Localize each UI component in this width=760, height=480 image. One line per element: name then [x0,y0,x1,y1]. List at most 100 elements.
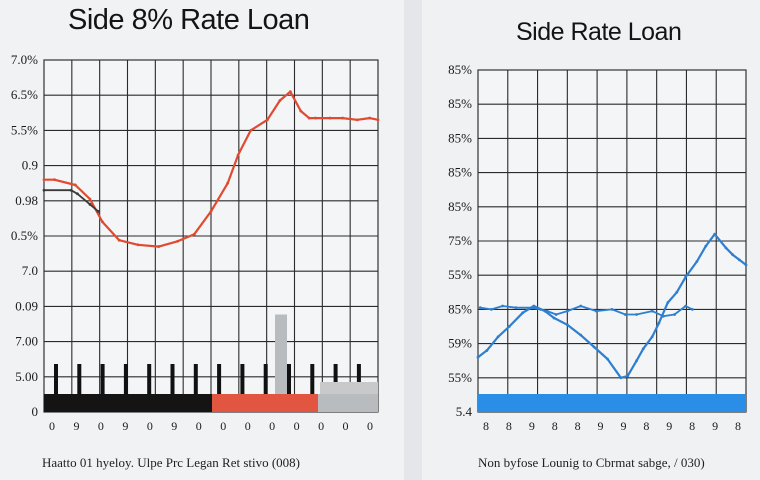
x-tick-label: 9 [122,419,128,433]
y-tick-label: 7.0 [22,263,38,278]
data-point [635,313,638,316]
data-point [507,325,511,328]
data-point [565,323,569,327]
right-chart-title: Side Rate Loan [516,18,682,46]
footer-band-black [44,394,212,412]
x-tick-label: 0 [269,419,275,433]
marker-bar [77,364,82,394]
data-point [695,260,699,263]
marker-bar [333,364,338,394]
data-point [53,178,56,182]
data-point [552,316,556,320]
y-tick-label: 0 [32,404,39,419]
x-tick-label: 8 [552,419,558,433]
x-tick-label: 9 [712,419,718,433]
left-chart-caption: Haatto 01 hyeloy. Ulpe Prc Legan Ret sti… [42,455,301,470]
data-point [249,129,253,132]
x-tick-label: 8 [575,419,581,433]
data-point [641,347,645,351]
data-point [490,308,493,311]
marker-bar [240,364,245,394]
data-point [684,275,688,279]
y-tick-label: 0.9 [22,158,38,173]
data-point [328,116,332,120]
y-tick-label: 85% [448,62,472,77]
data-point [626,374,630,378]
data-point [661,314,665,318]
data-point [713,232,717,236]
marker-bar [100,364,105,394]
x-tick-label: 9 [171,419,177,433]
y-tick-label: 85% [448,96,472,111]
data-point [355,118,359,122]
data-point [704,244,708,248]
data-point [117,238,121,242]
data-point [76,192,79,196]
right-chart: 85% 85% 85% 85% 85% 75% 55% 85% 59% 55% 5.4 8 8 9 8 8 9 9… [448,62,748,433]
x-tick-label: 0 [318,419,324,433]
data-point [278,99,282,102]
series-line-main [477,233,747,379]
left-chart-panel: Side 8% Rate Loan 7.0% 6.5% 5.5% 0.9 0.98 0.5… [10,4,380,470]
x-tick-label: 8 [506,419,512,433]
marker-bar [123,364,128,394]
data-point [744,263,748,267]
y-tick-label: 59% [448,336,472,351]
y-tick-label: 5.4 [456,404,473,419]
data-point [554,313,558,316]
y-tick-label: 0.5% [11,228,38,243]
data-point [673,313,676,316]
data-point [521,311,525,315]
y-tick-label: 6.5% [11,87,38,102]
data-point [624,313,627,316]
y-tick-label: 0.98 [15,193,38,208]
y-tick-label: 85% [448,301,472,316]
data-point [737,258,741,262]
data-point [478,306,482,310]
y-tick-label: 5.00 [15,369,38,384]
data-point [579,333,583,337]
data-point [635,359,638,363]
y-tick-label: 0.09 [15,298,38,313]
data-point [691,308,694,311]
data-point [539,308,542,311]
y-tick-label: 85% [448,130,472,145]
y-tick-label: 85% [448,165,472,180]
data-point [496,335,500,339]
data-point [69,188,73,192]
data-point [545,309,549,313]
x-tick-label: 0 [98,419,104,433]
y-tick-label: 7.00 [15,334,38,349]
panel-divider [404,0,422,480]
data-point [657,321,661,325]
x-tick-label: 9 [529,419,535,433]
data-point [341,116,344,120]
data-point [530,306,533,310]
left-chart: 7.0%6.5%5.5%0.90.980.5%7.00.097.005.0000… [11,52,380,433]
data-point [136,243,140,247]
x-tick-label: 0 [294,419,300,433]
data-point [101,220,104,224]
data-point [96,209,100,213]
data-point [313,116,317,120]
marker-bar [170,364,175,394]
right-chart-panel: Side Rate Loan 85% 85% 85% 85% 85% 75% 55% 85% 5… [422,0,760,480]
x-tick-label: 9 [666,419,672,433]
x-tick-label: 0 [49,419,55,433]
x-tick-label: 0 [147,419,153,433]
x-tick-label: 8 [483,419,489,433]
data-point [176,239,180,243]
marker-bar [54,364,58,394]
footer-band-red [212,394,318,412]
y-tick-label: 85% [448,199,472,214]
marker-bar [217,364,222,394]
x-tick-label: 9 [620,419,626,433]
marker-bar [193,364,198,394]
right-chart-caption: Non byfose Lounig to Cbrmat sabge, / 030… [478,455,705,470]
data-point [684,304,688,308]
data-point [610,308,614,311]
x-tick-label: 0 [245,419,251,433]
data-point [88,202,92,206]
y-tick-label: 7.0% [11,52,38,67]
x-tick-label: 9 [73,419,79,433]
